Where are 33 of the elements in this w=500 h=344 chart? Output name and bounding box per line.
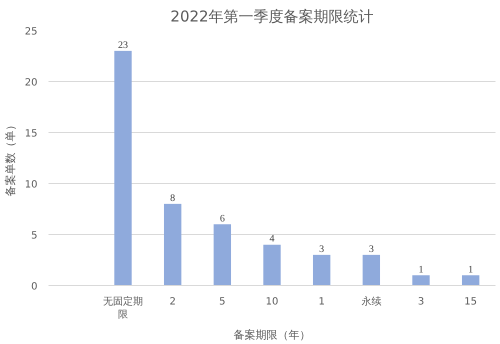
x-tick-label: 10 [266,296,278,308]
bar [214,224,232,286]
x-tick-label: 永续 [361,296,382,308]
bar [312,254,330,286]
chart-title: 2022年第一季度备案期限统计 [170,8,374,26]
x-axis-title: 备案期限（年） [234,328,310,342]
bar [362,254,380,286]
data-label: 3 [368,244,374,255]
data-label: 4 [270,234,274,245]
x-tick-label: 3 [418,296,424,308]
y-tick-label: 10 [24,180,38,190]
bar [263,244,281,286]
bar [412,275,430,286]
x-tick-label: 2 [169,296,176,308]
y-tick-label: 20 [24,78,38,88]
bar [462,275,480,286]
data-label: 1 [418,264,424,276]
y-tick-label: 0 [31,282,38,292]
data-label: 8 [170,192,176,204]
y-tick-label: 15 [24,128,38,140]
y-tick-label: 25 [24,26,38,38]
data-label: 6 [220,213,225,224]
x-tick-label: 1 [318,296,325,308]
x-tick-label: 15 [464,296,478,308]
x-tick-label: 5 [219,296,226,308]
y-axis-title: 备案单数（单） [4,120,17,196]
data-label: 3 [319,244,324,255]
bar [114,50,132,286]
x-tick-label: 无固定期限 [103,296,143,321]
data-label: 23 [118,40,128,51]
data-label: 1 [468,264,474,276]
bar [164,204,182,286]
y-tick-label: 5 [31,230,38,242]
